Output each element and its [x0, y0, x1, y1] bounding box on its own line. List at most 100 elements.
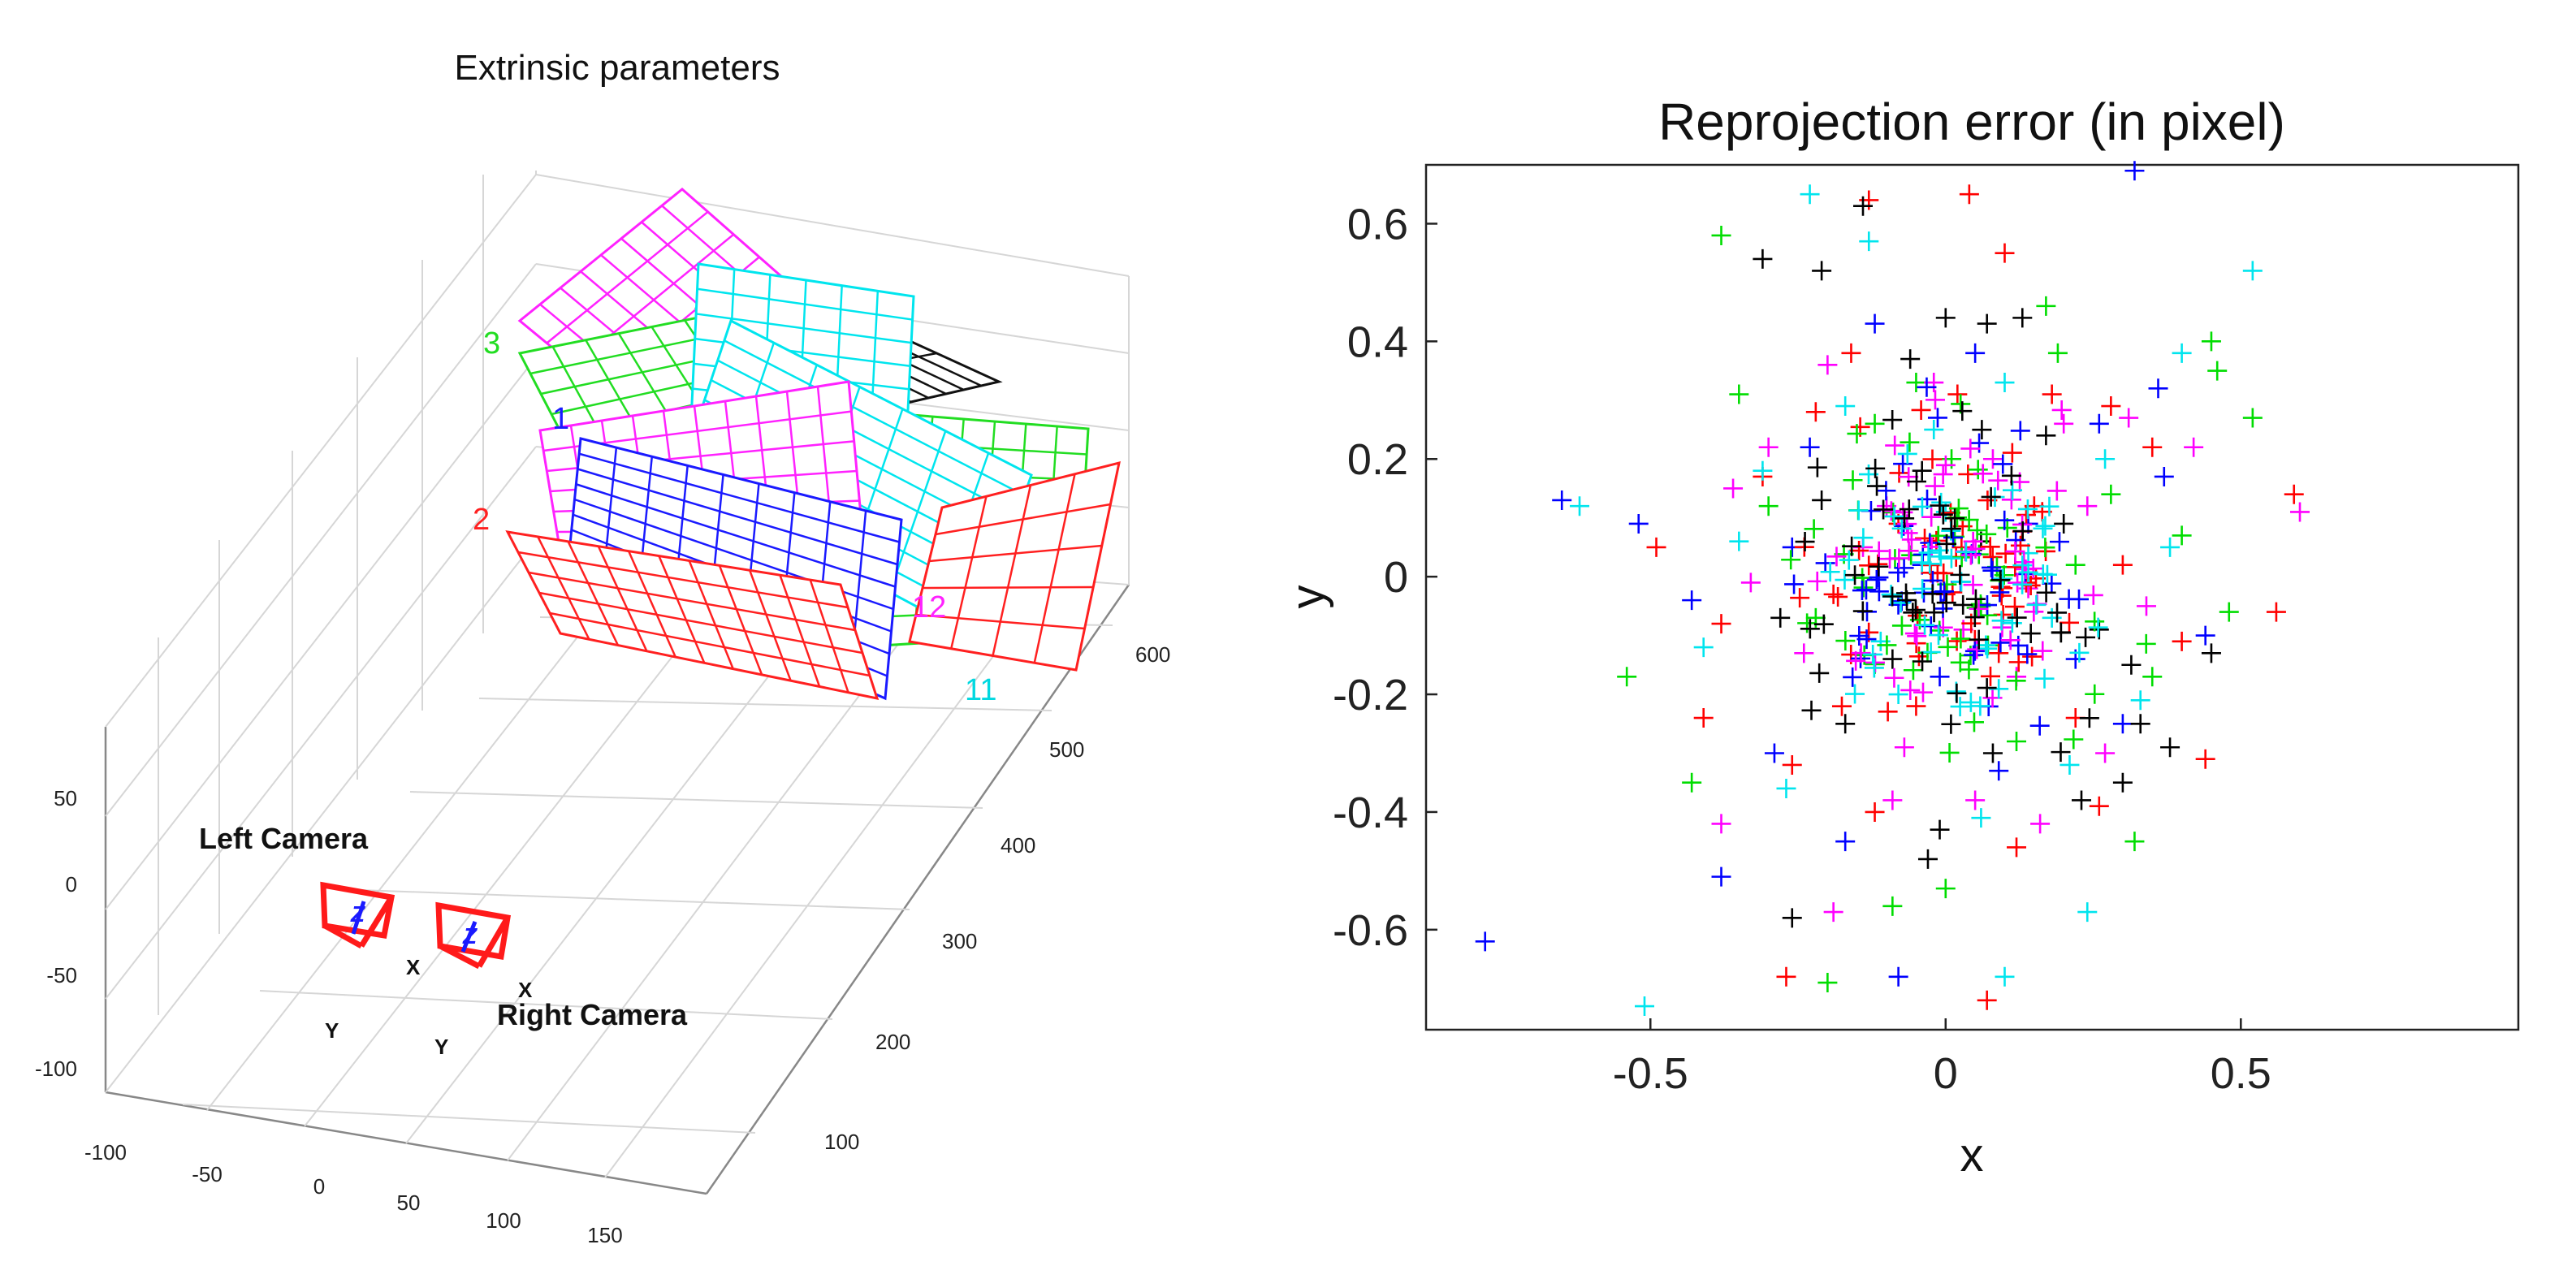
point-blue: [1784, 574, 1804, 594]
point-black: [1947, 683, 1967, 703]
left-camera-y-label: Y: [325, 1018, 339, 1043]
point-green: [2201, 331, 2221, 352]
point-magenta: [1758, 437, 1779, 457]
point-magenta: [1807, 571, 1827, 591]
point-magenta: [1885, 435, 1905, 456]
point-black: [1874, 499, 1894, 520]
point-magenta: [2014, 552, 2034, 573]
point-blue: [2154, 466, 2174, 486]
point-cyan: [1848, 500, 1869, 521]
point-cyan: [2042, 607, 2062, 628]
point-black: [1937, 534, 1957, 554]
point-blue: [1866, 569, 1887, 590]
board-outline: [505, 530, 880, 700]
board-grid-line: [935, 503, 1111, 536]
point-cyan: [1960, 692, 1981, 712]
point-cyan: [1884, 506, 1904, 526]
point-magenta: [2136, 596, 2156, 616]
point-red: [1831, 696, 1852, 716]
point-green: [1938, 637, 1958, 657]
point-red: [1906, 696, 1926, 716]
point-blue: [1969, 433, 1990, 453]
point-magenta: [1988, 470, 2008, 490]
point-red: [1776, 966, 1796, 987]
board-grid-line: [915, 613, 1085, 630]
point-cyan: [1853, 528, 1874, 548]
point-red: [2089, 796, 2109, 816]
point-green: [1682, 772, 1702, 793]
point-blue: [2008, 635, 2029, 655]
point-black: [1935, 308, 1956, 328]
point-black: [1981, 486, 2001, 507]
point-cyan: [1995, 373, 2015, 393]
point-red: [2195, 749, 2215, 769]
point-cyan: [2033, 564, 2053, 584]
point-red: [2284, 484, 2304, 504]
point-black: [1977, 678, 1997, 698]
point-green: [1804, 519, 1824, 539]
point-blue: [1934, 581, 1955, 602]
reprojection-svg: Reprojection error (in pixel) -0.5 0 0.5-0…: [1282, 93, 2520, 1182]
left-camera-z-axis: [351, 901, 366, 935]
left-camera-base: [323, 923, 363, 949]
point-blue: [1965, 343, 1986, 363]
point-cyan: [1920, 554, 1940, 574]
z-tick-label: 50: [54, 786, 77, 810]
point-green: [1968, 460, 1988, 480]
point-magenta: [2083, 585, 2103, 605]
point-blue: [1475, 931, 1495, 952]
point-cyan: [1912, 496, 1932, 516]
z-tick-label: -100: [35, 1056, 77, 1081]
board-label-12: 12: [912, 590, 946, 624]
point-black: [1869, 556, 1889, 577]
point-blue: [1711, 866, 1731, 887]
point-black: [1795, 532, 1815, 552]
point-magenta: [1723, 478, 1744, 499]
point-red: [1859, 555, 1879, 576]
point-black: [1964, 607, 1985, 628]
point-red: [1828, 586, 1848, 607]
point-black: [1852, 601, 1873, 621]
board-grid-line: [549, 611, 871, 677]
x-tick-label: 0: [1934, 1049, 1958, 1098]
point-black: [1945, 508, 1965, 529]
point-green: [1817, 973, 1838, 993]
left-camera-edge: [359, 896, 394, 948]
point-black: [2047, 603, 2068, 623]
point-black: [2007, 607, 2027, 628]
point-red: [1805, 402, 1826, 422]
point-magenta: [1851, 643, 1871, 663]
point-red: [1995, 243, 2015, 263]
board-grid-line: [749, 569, 792, 681]
point-green: [2172, 525, 2192, 546]
point-cyan: [1835, 570, 1855, 590]
point-red: [2042, 384, 2062, 404]
point-red: [1980, 537, 2000, 557]
point-green: [1835, 631, 1856, 651]
point-cyan: [2069, 642, 2090, 663]
point-cyan: [2039, 496, 2060, 516]
point-cyan: [1913, 579, 1933, 599]
point-blue: [2068, 589, 2089, 609]
point-red: [1878, 702, 1898, 722]
point-blue: [1917, 377, 1937, 397]
right-camera-y-label: Y: [434, 1035, 448, 1059]
point-cyan: [1800, 184, 1820, 205]
point-blue: [1913, 582, 1934, 603]
point-black: [1906, 471, 1926, 491]
point-green: [2136, 633, 2156, 654]
point-black: [2076, 627, 2096, 647]
point-blue: [1920, 533, 1940, 553]
point-black: [2130, 714, 2150, 734]
point-green: [1617, 667, 1637, 687]
x-tick-labels: -100 -50 0 50 100 150: [84, 1140, 623, 1247]
point-black: [1900, 349, 1921, 369]
point-magenta: [1889, 548, 1909, 568]
point-red: [1646, 537, 1666, 557]
point-black: [1912, 460, 1932, 481]
point-green: [1967, 521, 1987, 541]
calibration-boards: [505, 188, 1121, 701]
point-cyan: [1839, 550, 1859, 570]
reprojection-title: Reprojection error (in pixel): [1658, 93, 2285, 151]
point-green: [2242, 408, 2263, 428]
